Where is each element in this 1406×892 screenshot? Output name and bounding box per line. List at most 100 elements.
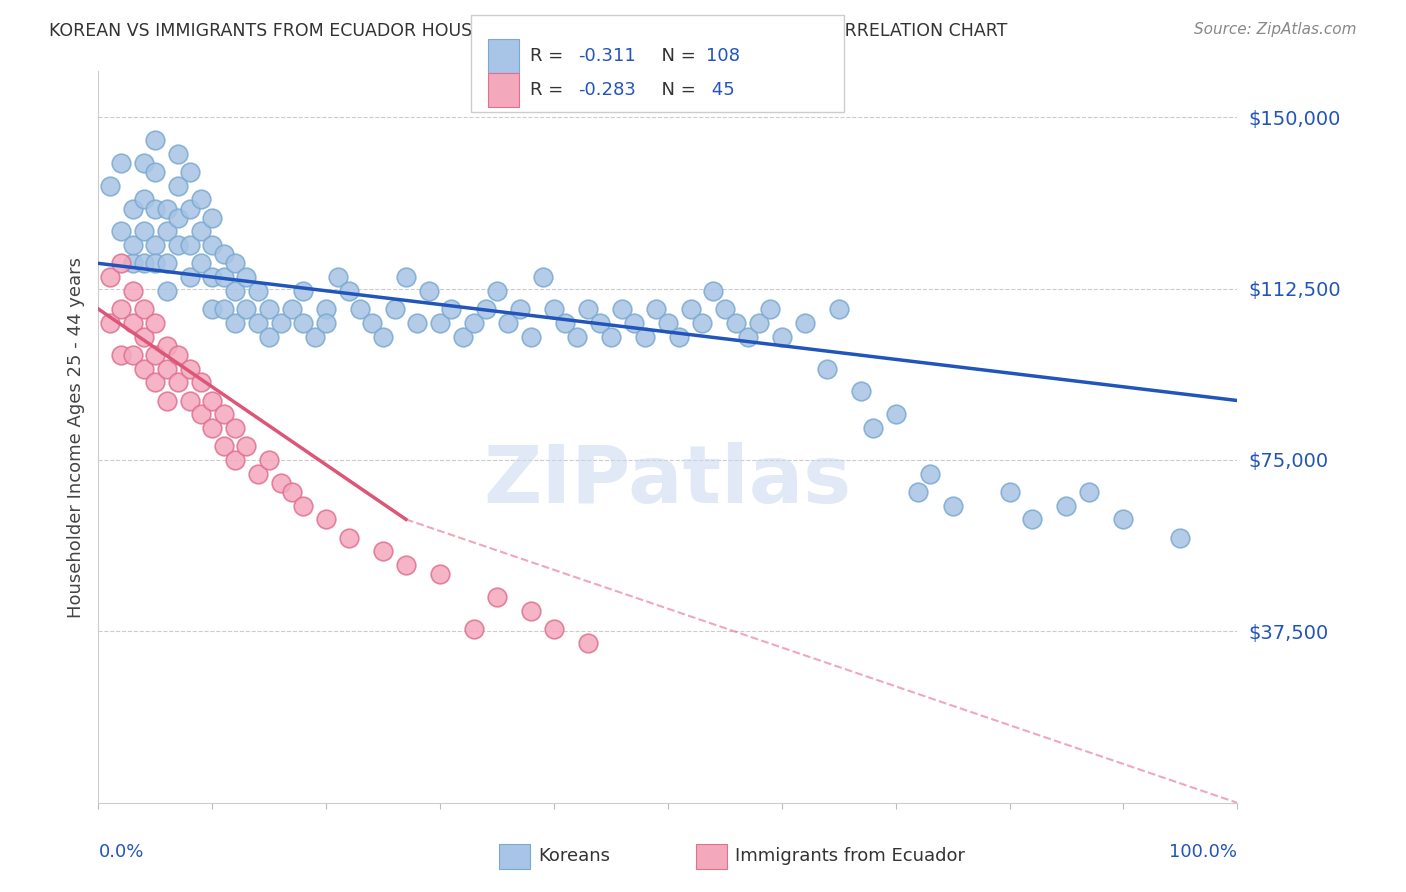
Point [657,316,679,330]
Point [371,329,394,343]
Point [679,301,702,317]
Point [828,301,851,317]
Point [748,316,770,330]
Point [156,393,179,408]
Point [167,375,190,389]
Point [942,499,965,513]
Point [224,284,246,298]
Point [1112,512,1135,526]
Point [623,316,645,330]
Point [167,238,190,252]
Point [486,590,509,604]
Point [212,247,235,261]
Point [429,567,451,582]
Point [145,202,167,216]
Point [212,407,235,421]
Point [337,284,360,298]
Point [132,361,155,376]
Point [463,622,485,636]
Point [224,453,246,467]
Point [384,301,406,317]
Point [702,284,724,298]
Point [531,270,554,285]
Text: -0.283: -0.283 [578,81,636,99]
Point [884,407,907,421]
Point [349,301,371,317]
Point [98,178,121,193]
Point [121,238,143,252]
Point [224,421,246,435]
Point [190,224,212,238]
Point [156,284,179,298]
Point [576,636,599,650]
Point [440,301,463,317]
Point [167,178,190,193]
Point [259,301,281,317]
Point [907,484,929,499]
Point [190,407,212,421]
Point [156,202,179,216]
Point [770,329,793,343]
Point [690,316,713,330]
Point [304,329,326,343]
Point [714,301,737,317]
Point [371,544,394,558]
Point [1021,512,1043,526]
Point [759,301,782,317]
Point [576,301,599,317]
Point [98,316,121,330]
Point [110,224,132,238]
Point [326,270,349,285]
Text: Source: ZipAtlas.com: Source: ZipAtlas.com [1194,22,1357,37]
Point [167,211,190,225]
Point [235,301,257,317]
Point [212,301,235,317]
Point [156,338,179,352]
Point [201,301,224,317]
Point [315,512,337,526]
Point [145,133,167,147]
Point [486,284,509,298]
Point [509,301,531,317]
Point [429,316,451,330]
Point [235,270,257,285]
Point [121,348,143,362]
Point [634,329,657,343]
Y-axis label: Householder Income Ages 25 - 44 years: Householder Income Ages 25 - 44 years [66,257,84,617]
Text: 108: 108 [706,46,740,64]
Point [145,238,167,252]
Point [201,270,224,285]
Point [498,316,520,330]
Point [132,301,155,317]
Point [474,301,496,317]
Point [132,224,155,238]
Point [145,316,167,330]
Point [145,348,167,362]
Point [815,361,838,376]
Point [179,361,201,376]
Point [246,284,269,298]
Point [179,165,201,179]
Text: KOREAN VS IMMIGRANTS FROM ECUADOR HOUSEHOLDER INCOME AGES 25 - 44 YEARS CORRELAT: KOREAN VS IMMIGRANTS FROM ECUADOR HOUSEH… [49,22,1008,40]
Point [132,329,155,343]
Point [337,531,360,545]
Point [725,316,748,330]
Point [1056,499,1078,513]
Point [1170,531,1192,545]
Point [1078,484,1101,499]
Point [179,238,201,252]
Point [554,316,576,330]
Point [110,348,132,362]
Point [292,284,315,298]
Point [668,329,690,343]
Point [281,301,304,317]
Point [121,316,143,330]
Point [270,316,292,330]
Point [156,256,179,270]
Point [201,421,224,435]
Point [98,270,121,285]
Point [224,256,246,270]
Text: -0.311: -0.311 [578,46,636,64]
Point [156,361,179,376]
Point [246,467,269,481]
